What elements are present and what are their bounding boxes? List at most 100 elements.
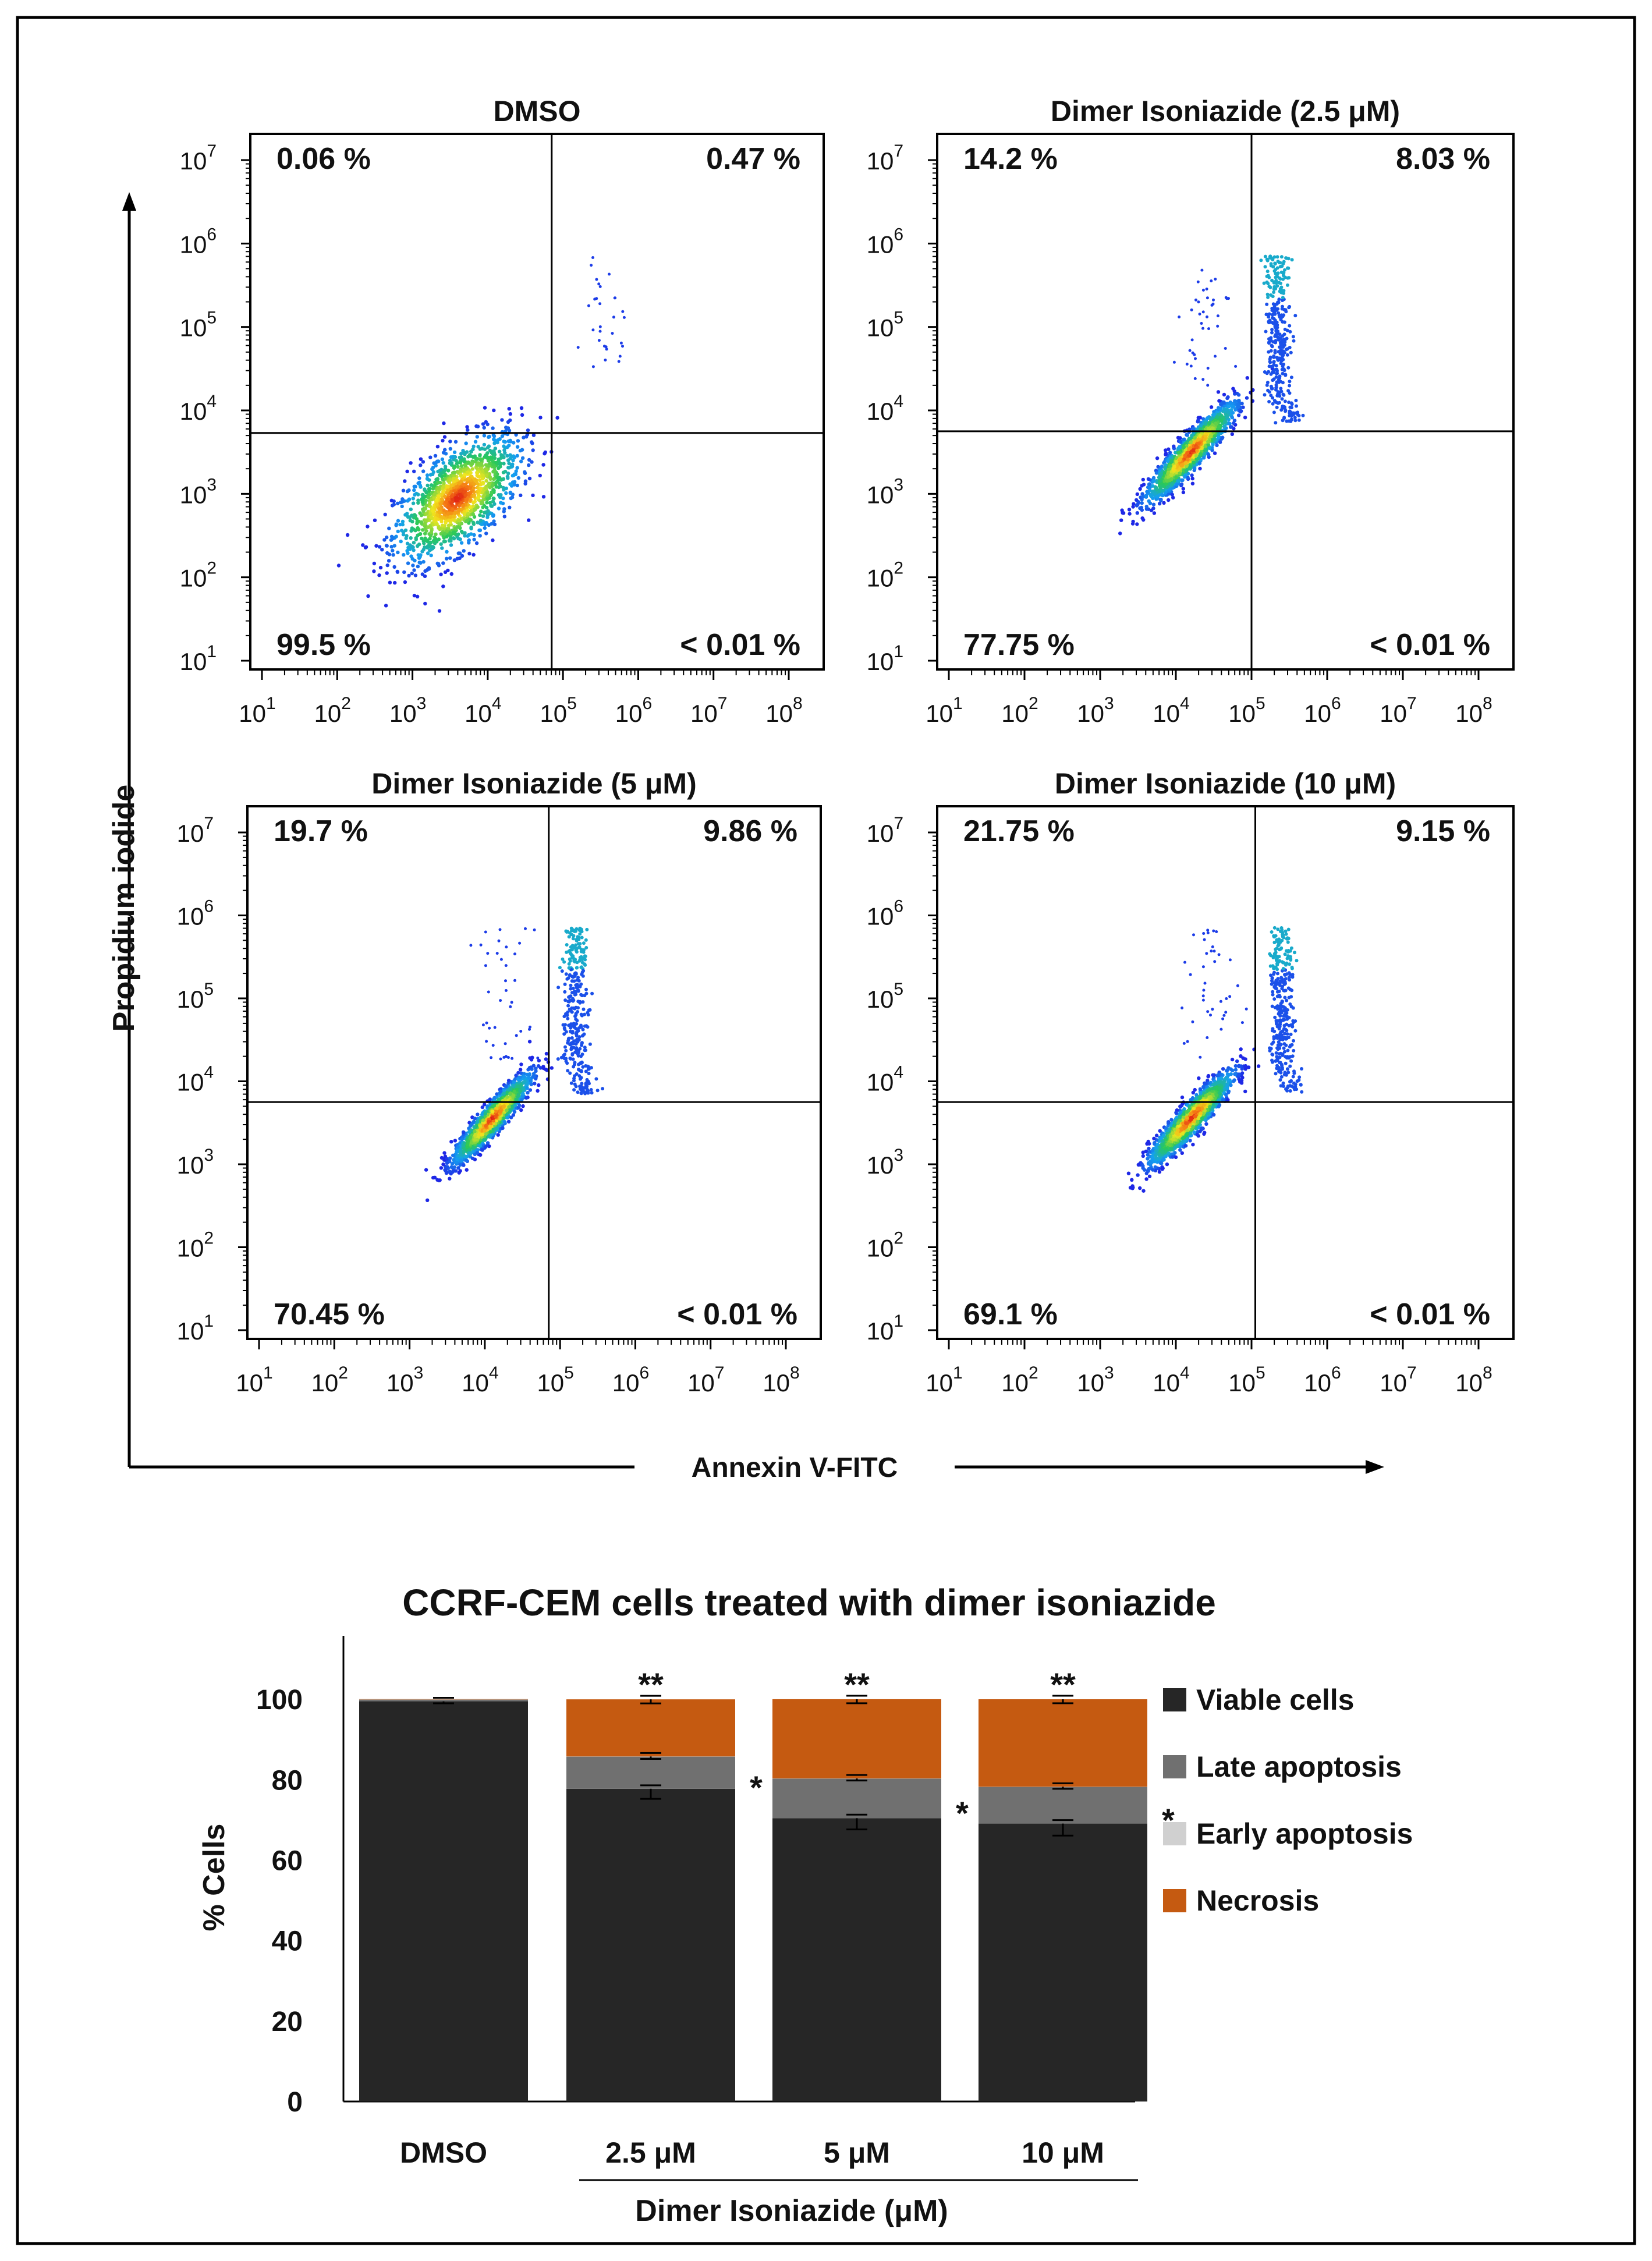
scatter-point <box>538 416 543 420</box>
scatter-point <box>1232 419 1237 423</box>
y-tick-exponent: 3 <box>894 475 903 494</box>
scatter-point <box>1288 304 1292 309</box>
scatter-point <box>1166 474 1171 479</box>
scatter-point <box>446 469 451 473</box>
y-tick-label: 101 <box>867 642 903 675</box>
scatter-point <box>1264 329 1268 334</box>
scatter-point <box>425 473 430 477</box>
scatter-point <box>1209 405 1214 409</box>
scatter-point <box>1193 377 1197 380</box>
scatter-point <box>377 573 381 577</box>
scatter-point <box>435 517 439 521</box>
scatter-point <box>1288 384 1292 388</box>
scatter-point <box>1196 280 1200 283</box>
scatter-point <box>451 1153 455 1158</box>
scatter-point <box>456 525 460 529</box>
scatter-point <box>530 441 534 445</box>
scatter-point <box>462 469 466 473</box>
scatter-point <box>396 529 400 534</box>
scatter-point <box>1289 414 1293 418</box>
scatter-point <box>406 515 410 519</box>
scatter-point <box>1281 334 1285 338</box>
scatter-point <box>409 536 413 540</box>
scatter-point <box>441 451 446 455</box>
scatter-point <box>544 1051 549 1056</box>
scatter-point <box>1178 316 1181 318</box>
scatter-point <box>1230 416 1235 420</box>
flow-panel: Dimer Isoniazide (5 μM)19.7 % 9.86 %70.45… <box>177 767 822 1397</box>
scatter-point <box>485 501 489 505</box>
scatter-point <box>385 571 389 575</box>
scatter-point <box>499 453 504 457</box>
scatter-point <box>501 1126 505 1130</box>
scatter-point <box>499 478 504 482</box>
scatter-point <box>502 509 506 513</box>
scatter-point <box>444 477 448 481</box>
scatter-point <box>484 473 488 477</box>
scatter-point <box>1213 437 1217 441</box>
x-tick-label: 103 <box>389 694 426 727</box>
scatter-point <box>448 461 452 465</box>
y-tick-label: 107 <box>180 141 217 175</box>
scatter-point <box>1183 453 1187 458</box>
scatter-point <box>487 434 491 439</box>
scatter-point <box>400 519 405 524</box>
scatter-point <box>435 540 439 544</box>
scatter-point <box>1206 384 1210 387</box>
scatter-point <box>499 501 503 505</box>
scatter-point <box>519 1062 523 1066</box>
scatter-point <box>531 433 536 437</box>
scatter-point <box>1220 414 1224 419</box>
scatter-point <box>1127 508 1132 512</box>
scatter-point <box>502 515 506 519</box>
scatter-point <box>403 580 407 584</box>
scatter-point <box>1279 387 1283 391</box>
scatter-point <box>1158 498 1162 502</box>
scatter-point <box>488 477 492 481</box>
scatter-point <box>473 479 477 483</box>
x-tick-label: 108 <box>1455 694 1492 727</box>
scatter-point <box>455 1157 459 1161</box>
scatter-point <box>421 469 426 473</box>
scatter-point <box>408 543 412 547</box>
scatter-point <box>411 501 416 505</box>
scatter-point <box>1188 465 1192 469</box>
scatter-point <box>1275 380 1279 384</box>
scatter-point <box>464 441 468 445</box>
x-tick-exponent: 6 <box>642 694 652 713</box>
scatter-point <box>413 529 417 533</box>
scatter-point <box>494 460 498 465</box>
scatter-point <box>1219 419 1224 423</box>
scatter-point <box>1192 427 1196 431</box>
scatter-point <box>498 1089 503 1093</box>
scatter-point <box>1275 367 1279 371</box>
scatter-point <box>1275 323 1279 327</box>
scatter-point <box>604 359 607 362</box>
scatter-point <box>1222 424 1226 428</box>
scatter-point <box>465 1168 469 1172</box>
scatter-point <box>417 542 421 547</box>
scatter-point <box>449 455 453 459</box>
scatter-point <box>441 489 446 493</box>
scatter-point <box>483 493 487 497</box>
y-tick-label: 105 <box>867 309 903 342</box>
scatter-point <box>466 470 470 474</box>
scatter-point <box>382 538 387 542</box>
scatter-point <box>440 457 445 462</box>
scatter-point <box>459 1158 463 1163</box>
scatter-point <box>510 465 515 469</box>
scatter-point <box>497 449 502 453</box>
scatter-point <box>507 407 511 411</box>
scatter-point <box>524 1096 529 1100</box>
scatter-point <box>1284 348 1288 352</box>
scatter-point <box>437 459 441 463</box>
scatter-point <box>1226 405 1231 409</box>
scatter-point <box>1181 487 1186 491</box>
scatter-point <box>479 1133 483 1137</box>
scatter-point <box>493 446 498 451</box>
scatter-point <box>1286 276 1290 280</box>
scatter-point <box>413 484 417 488</box>
scatter-point <box>456 465 460 469</box>
scatter-point <box>1189 440 1193 444</box>
scatter-point <box>1286 366 1291 370</box>
